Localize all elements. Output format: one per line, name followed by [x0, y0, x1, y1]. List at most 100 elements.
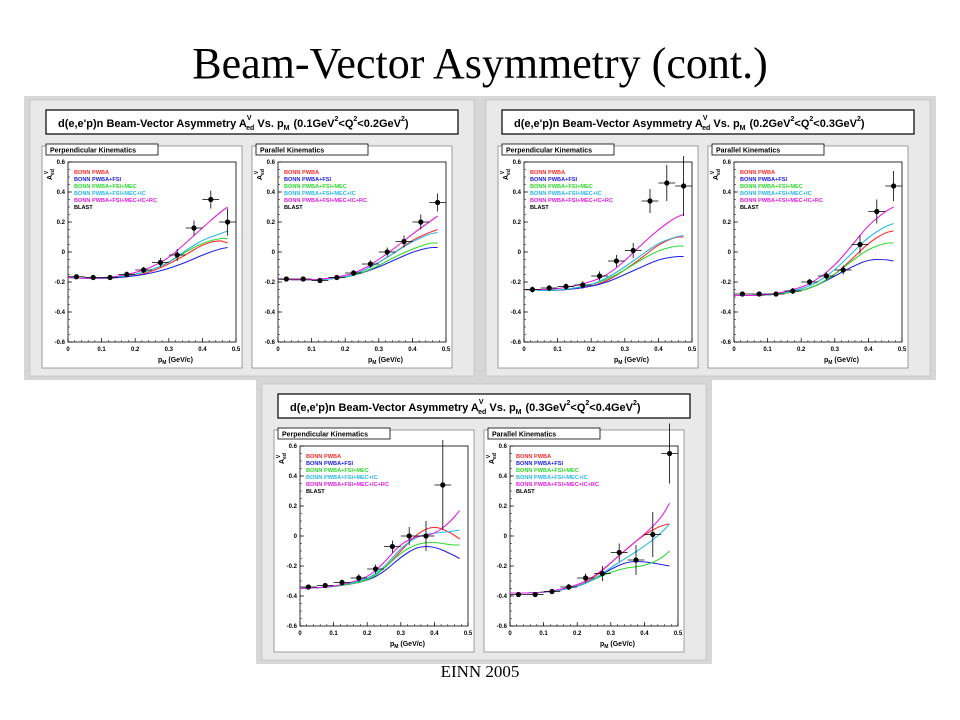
q2-range-text: <0.2GeV [357, 118, 401, 130]
y-tick-label: 0 [62, 250, 66, 256]
legend-entry: BONN PWBA+FSI+MEC+IC+RC [516, 482, 599, 488]
x-tick-label: 0.3 [831, 347, 840, 353]
y-tick-label: -0.2 [55, 280, 66, 286]
data-point [515, 591, 521, 598]
figure-title-sup: V [703, 115, 708, 122]
legend-entry: BLAST [284, 205, 303, 211]
x-axis-label: pM (GeV/c) [824, 357, 859, 366]
x-tick-label: 0.5 [898, 347, 907, 353]
legend-entry: BONN PWBA+FSI+MEC+IC+RC [306, 482, 389, 488]
legend-entry: BONN PWBA+FSI+MEC [284, 184, 347, 190]
y-axis-label-main: A [279, 459, 286, 464]
x-tick-label: 0.5 [674, 631, 683, 637]
y-tick-label: 0.6 [513, 160, 522, 166]
q2-range-exponent: 2 [585, 400, 589, 407]
panel-frame [273, 429, 475, 653]
y-tick-label: -0.2 [497, 564, 508, 570]
q2-range-text: ) [637, 402, 641, 414]
data-point [389, 543, 395, 550]
data-point [418, 219, 424, 225]
x-tick-label: 0.3 [621, 347, 630, 353]
panel-label: Parallel Kinematics [716, 148, 780, 155]
legend-entry: BLAST [306, 489, 325, 495]
x-axis-label: pM (GeV/c) [614, 357, 649, 366]
data-point [580, 282, 586, 288]
model-curve-bonn-pwba-fsi-mec-ic [523, 234, 684, 291]
y-axis-label: AedV [486, 453, 498, 464]
x-axis-label-main: p [390, 641, 394, 648]
x-axis-label-sub: M [162, 360, 166, 366]
data-point [532, 591, 538, 598]
data-point [616, 549, 622, 556]
x-tick-label: 0.5 [464, 631, 473, 637]
x-tick-label: 0.5 [688, 347, 697, 353]
x-axis-label: pM (GeV/c) [368, 357, 403, 366]
x-axis-label-main: p [614, 357, 618, 364]
data-point [773, 291, 779, 297]
figure-title-main: d(e,e'p)n Beam-Vector Asymmetry A [58, 118, 247, 130]
q2-range-text: <0.4GeV [589, 402, 633, 414]
x-axis-label: pM (GeV/c) [600, 641, 635, 650]
x-tick-label: 0.4 [864, 347, 873, 353]
legend-entry: BONN PWBA+FSI+MEC+IC [740, 191, 812, 197]
model-curve-bonn-pwba-fsi-mec-ic-rc [734, 206, 894, 297]
data-point [440, 482, 446, 488]
data-point [840, 267, 846, 273]
x-tick-label: 0.2 [587, 347, 596, 353]
x-axis-label: pM (GeV/c) [158, 357, 193, 366]
legend-entry: BONN PWBA [306, 454, 341, 460]
y-tick-label: -0.4 [511, 310, 522, 316]
figure-title-main: d(e,e'p)n Beam-Vector Asymmetry A [514, 118, 703, 130]
panel-frame [251, 145, 453, 369]
legend-entry: BONN PWBA+FSI+MEC+IC+RC [530, 198, 613, 204]
y-tick-label: -0.4 [55, 310, 66, 316]
y-axis-label-sub: ed [260, 169, 266, 175]
data-point [423, 533, 429, 539]
legend-entry: BONN PWBA+FSI [530, 177, 578, 183]
y-tick-label: 0 [728, 250, 732, 256]
y-axis-label: AedV [710, 169, 722, 180]
y-axis-label-sup: V [486, 454, 492, 458]
y-tick-label: -0.2 [265, 280, 276, 286]
legend-entry: BONN PWBA [74, 170, 109, 176]
x-tick-label: 0.2 [797, 347, 806, 353]
x-axis-label-unit: (GeV/c) [832, 357, 858, 364]
legend-entry: BONN PWBA [284, 170, 319, 176]
data-point [563, 283, 569, 290]
y-tick-label: 0.2 [289, 504, 298, 510]
q2-range-text: <Q [338, 118, 353, 130]
panel-label: Perpendicular Kinematics [282, 432, 368, 439]
y-axis-label-main: A [713, 175, 720, 180]
model-curve-bonn-pwba-fsi-mec-ic-rc [277, 215, 438, 281]
data-point [823, 273, 829, 279]
x-axis-label-main: p [158, 357, 162, 364]
figure-title: d(e,e'p)n Beam-Vector Asymmetry AV ed Vs.… [514, 115, 865, 132]
figure-q2-bin-3: d(e,e'p)n Beam-Vector Asymmetry AV ed Vs.… [256, 380, 712, 664]
y-tick-label: 0 [518, 250, 522, 256]
x-tick-label: 0.1 [307, 347, 316, 353]
legend-entry: BONN PWBA+FSI+MEC+IC [516, 475, 588, 481]
data-point [283, 276, 289, 282]
data-point [756, 291, 762, 297]
data-point [334, 274, 340, 281]
legend-entry: BONN PWBA+FSI+MEC+IC [284, 191, 356, 197]
y-axis-label: AedV [254, 169, 266, 180]
legend-entry: BONN PWBA+FSI+MEC [530, 184, 593, 190]
data-point [191, 225, 197, 231]
y-tick-label: 0 [504, 534, 508, 540]
legend-entry: BONN PWBA+FSI [284, 177, 332, 183]
panel-parallel: Parallel Kinematics -0.6 -0.4 -0.2 0 0.2 0.4 0.… [483, 423, 685, 653]
y-axis-label: AedV [44, 169, 56, 180]
y-tick-label: -0.4 [721, 310, 732, 316]
data-point [90, 274, 96, 281]
x-tick-label: 0.4 [408, 347, 417, 353]
slide-title: Beam-Vector Asymmetry (cont.) [192, 39, 768, 88]
x-tick-label: 0.4 [430, 631, 439, 637]
data-point [208, 196, 214, 203]
q2-range-exponent: 2 [633, 400, 637, 407]
q2-range-text: <Q [570, 402, 585, 414]
data-point [599, 570, 605, 577]
data-point [597, 273, 603, 279]
data-point [529, 286, 535, 293]
data-point [384, 249, 390, 255]
